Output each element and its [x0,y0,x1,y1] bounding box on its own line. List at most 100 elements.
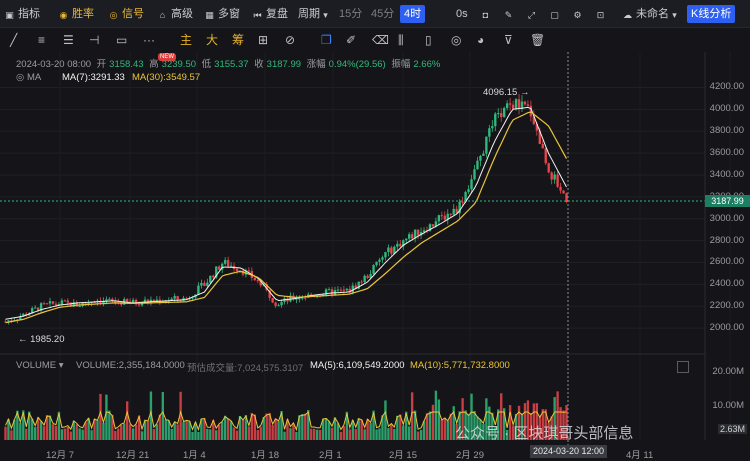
large-order-tool[interactable]: 大 [206,33,219,47]
window-icon[interactable]: ▢ [550,10,559,20]
volume-bar [48,415,52,440]
advanced-button[interactable]: ⌂ 高级 [157,5,193,23]
candle [22,313,25,317]
volume-bar [114,430,117,440]
price-tick: 2200.00 [709,300,744,312]
volume-bar [33,427,37,440]
candle [235,268,239,271]
volume-bar [256,429,259,440]
period-15m[interactable]: 15分 [339,8,363,20]
candle [399,243,402,247]
pencil-icon[interactable]: ✐ [346,33,357,47]
hray-icon[interactable]: ⊣ [89,33,100,47]
volume-bar [461,398,464,440]
indicator-button[interactable]: ▣ 指标 [5,8,40,20]
time-tick: 12月 21 [116,450,150,461]
volume-bar [289,428,292,440]
hlines-icon[interactable]: ☰ [63,33,74,47]
candle [360,281,363,283]
period-4h[interactable]: 4时 [400,5,426,23]
lock-icon[interactable]: ▯ [425,33,432,47]
volume-bar [473,410,476,440]
volume-bar [60,429,64,440]
volume-bar [69,431,72,440]
volume-bar [538,416,541,440]
volume-bar [152,429,156,440]
volume-bar [212,420,215,440]
volume-bar [517,405,521,440]
volume-bar [556,391,559,440]
kline-analysis-button[interactable]: K线分析 [687,5,736,23]
candle [126,299,129,302]
volume-bar [140,431,144,440]
volume-bar [259,426,262,440]
filter-icon[interactable]: ⊽ [504,33,513,47]
chips-tool[interactable]: 筹 [232,33,245,47]
candle [170,298,173,301]
candles-icon[interactable]: ⫼ [398,33,404,47]
ma7-value: MA(7):3291.33 [62,72,125,83]
time-tick: 12月 7 [46,450,74,461]
volume-bar [491,412,494,440]
parallel-lines-icon[interactable]: ≡ [38,33,46,47]
volume-bar [544,409,547,440]
candle [354,285,357,289]
trendline-icon[interactable]: ╱ [10,33,18,47]
winrate-button[interactable]: ◉ 胜率 [59,8,94,20]
time-tick: 1月 18 [251,450,279,461]
magnet-icon[interactable]: ⊞ [258,33,269,47]
ma-indicator-name[interactable]: ◎ MA [16,72,42,83]
volume-bar [431,404,435,440]
workspace-dropdown[interactable]: ☁ 未命名 ▾ [622,5,683,23]
volume-bar [470,393,473,440]
ma30-line [5,111,568,324]
volume-bar [292,423,295,440]
layers-icon[interactable]: ❐ [321,33,332,47]
period-45m[interactable]: 45分 [371,8,395,20]
rectangle-icon[interactable]: ▭ [116,33,128,47]
candle [301,297,304,299]
expand-icon[interactable] [677,361,689,373]
volume-bar [51,424,55,440]
volume-indicator-name[interactable]: VOLUME ▾ [16,360,64,371]
edit-icon[interactable]: ✎ [504,10,513,20]
ma7-line [5,106,567,320]
candle [7,320,10,322]
candle [51,301,55,304]
replay-button[interactable]: ⏮ 复盘 [253,8,288,20]
volume-bar [565,405,568,440]
candle [318,296,322,298]
fullscreen-icon[interactable]: ⤢ [527,10,536,20]
candle [42,303,46,305]
more-icon[interactable]: ··· [143,33,155,47]
candle [342,289,346,291]
time-tick: 2月 29 [456,450,484,461]
volume-bar [170,428,173,440]
pin-icon[interactable]: ⊘ [285,33,296,47]
candle [437,215,441,222]
candle [500,113,503,117]
signal-button[interactable]: ◎ 信号 [109,8,144,20]
price-tick: 3800.00 [709,125,744,137]
eye-icon[interactable]: ◎ [451,33,462,47]
settings-icon[interactable]: ⚙ [573,10,582,20]
candle [31,308,34,314]
candle [494,113,497,127]
price-tick: 3000.00 [709,212,744,224]
trash-icon[interactable]: 🗑 [530,33,546,47]
candle [366,275,369,278]
period-dropdown[interactable]: 周期 ▾ [298,5,334,23]
main-force-tool[interactable]: 主 [180,33,193,47]
candle [304,297,307,299]
eraser-icon[interactable]: ⌫ [372,33,389,47]
palette-icon[interactable]: ◕ [477,33,485,47]
candle [152,299,156,302]
crop-icon[interactable]: ⊡ [596,10,605,20]
volume-bar [458,411,461,440]
volume-bar [173,422,176,440]
multiwindow-button[interactable]: ▦ 多窗 [205,8,240,20]
candle [556,174,559,187]
camera-icon[interactable]: ◘ [482,10,489,20]
volume-bar [295,431,298,440]
